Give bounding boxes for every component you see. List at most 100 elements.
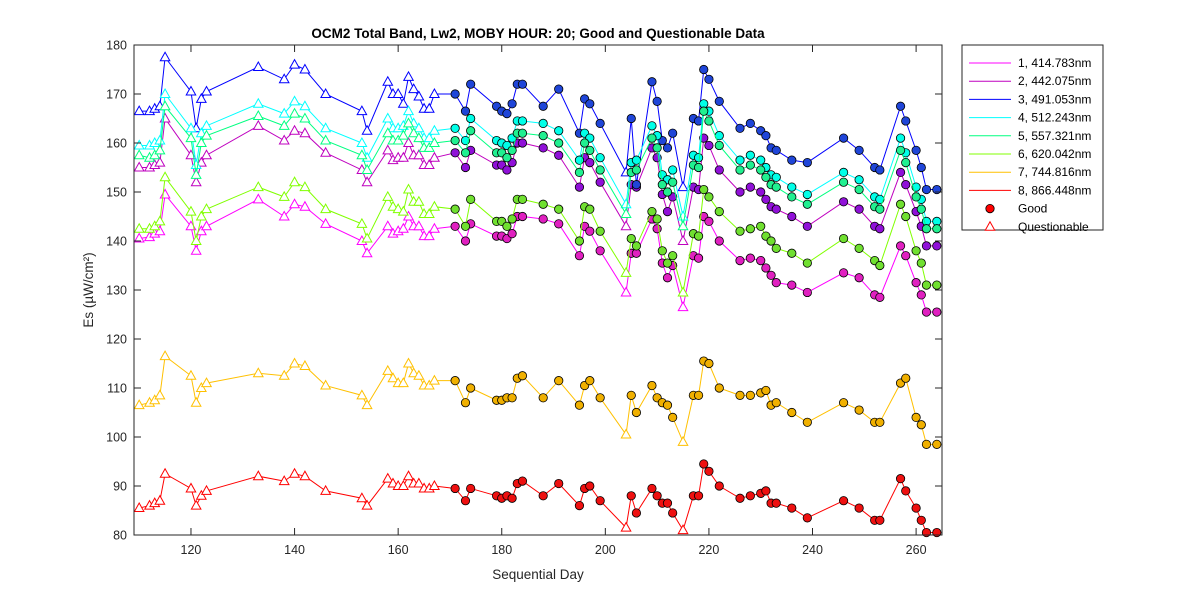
good-point bbox=[693, 231, 704, 241]
questionable-point bbox=[278, 134, 290, 145]
questionable-point bbox=[361, 399, 373, 410]
good-point bbox=[595, 226, 605, 236]
good-point bbox=[932, 224, 942, 234]
good-point bbox=[662, 187, 673, 197]
good-point bbox=[517, 194, 528, 204]
good-point bbox=[838, 398, 849, 408]
questionable-point bbox=[413, 149, 425, 160]
legend-label: Questionable bbox=[1018, 220, 1089, 234]
legend-label: 5, 557.321nm bbox=[1018, 129, 1091, 143]
y-tick-label: 160 bbox=[106, 137, 127, 151]
legend: 1, 414.783nm 2, 442.075nm 3, 491.053nm 4, 5… bbox=[961, 44, 1104, 234]
good-point bbox=[647, 133, 657, 143]
questionable-point bbox=[402, 70, 415, 81]
questionable-point bbox=[252, 367, 264, 378]
questionable-point bbox=[361, 232, 373, 243]
good-point bbox=[714, 236, 724, 246]
questionable-point bbox=[252, 97, 264, 108]
good-point bbox=[838, 167, 849, 177]
questionable-point bbox=[620, 198, 632, 209]
questionable-point bbox=[402, 183, 415, 194]
good-point bbox=[932, 280, 942, 290]
questionable-point bbox=[195, 127, 207, 138]
questionable-point bbox=[149, 149, 161, 160]
questionable-point bbox=[397, 222, 409, 233]
good-point bbox=[631, 241, 642, 251]
good-point bbox=[631, 180, 642, 190]
good-point bbox=[662, 273, 673, 283]
questionable-point bbox=[278, 73, 290, 84]
questionable-point bbox=[154, 225, 166, 236]
good-point bbox=[838, 496, 849, 506]
questionable-point bbox=[428, 87, 441, 98]
good-point bbox=[460, 162, 471, 173]
good-point bbox=[756, 187, 766, 197]
questionable-point bbox=[190, 499, 202, 510]
good-point bbox=[895, 241, 906, 251]
good-point bbox=[745, 224, 755, 234]
good-point bbox=[460, 106, 471, 116]
good-point bbox=[538, 131, 548, 141]
good-point bbox=[554, 126, 564, 136]
questionable-point bbox=[320, 217, 332, 228]
good-point bbox=[756, 165, 766, 175]
good-point bbox=[921, 280, 932, 290]
questionable-point bbox=[200, 85, 213, 96]
questionable-point bbox=[620, 208, 632, 219]
good-point bbox=[771, 498, 781, 508]
good-point bbox=[916, 162, 926, 173]
questionable-point bbox=[382, 127, 394, 138]
good-point bbox=[714, 481, 724, 491]
good-point bbox=[802, 189, 812, 200]
questionable-point bbox=[356, 389, 368, 400]
good-point bbox=[901, 251, 911, 261]
good-point bbox=[466, 79, 476, 89]
good-point bbox=[771, 278, 781, 288]
legend-good-marker bbox=[985, 204, 995, 214]
good-point bbox=[854, 405, 864, 415]
good-point bbox=[631, 508, 642, 518]
good-point bbox=[554, 138, 564, 148]
questionable-point bbox=[382, 75, 394, 86]
questionable-point bbox=[423, 159, 435, 170]
good-point bbox=[662, 498, 673, 508]
good-point bbox=[699, 106, 709, 116]
good-point bbox=[647, 483, 657, 494]
good-point bbox=[647, 207, 657, 217]
questionable-point bbox=[190, 234, 202, 245]
good-point bbox=[574, 167, 585, 177]
good-point bbox=[745, 390, 755, 400]
y-tick-label: 100 bbox=[106, 431, 127, 445]
good-point bbox=[704, 192, 714, 202]
good-point bbox=[631, 155, 642, 165]
good-point bbox=[647, 77, 657, 87]
good-point bbox=[693, 153, 704, 163]
good-point bbox=[517, 476, 528, 486]
good-point bbox=[657, 246, 667, 256]
questionable-point bbox=[159, 100, 171, 111]
good-point bbox=[595, 246, 605, 256]
questionable-point bbox=[299, 100, 311, 111]
questionable-point bbox=[195, 92, 207, 103]
questionable-point bbox=[413, 220, 425, 231]
good-point bbox=[771, 182, 781, 192]
questionable-point bbox=[133, 149, 145, 160]
good-point bbox=[502, 153, 512, 163]
questionable-point bbox=[423, 132, 435, 143]
questionable-point bbox=[299, 359, 311, 370]
good-point bbox=[450, 221, 460, 231]
good-point bbox=[668, 508, 678, 518]
questionable-point bbox=[299, 181, 311, 192]
questionable-point bbox=[392, 203, 404, 214]
good-point bbox=[875, 417, 885, 427]
good-point bbox=[761, 263, 771, 273]
good-point bbox=[714, 165, 724, 175]
questionable-point bbox=[299, 63, 311, 74]
good-point bbox=[450, 204, 460, 214]
questionable-point bbox=[397, 205, 409, 216]
questionable-point bbox=[392, 87, 404, 98]
y-tick-label: 170 bbox=[106, 88, 127, 102]
questionable-point bbox=[402, 357, 415, 368]
good-point bbox=[802, 199, 812, 209]
questionable-point bbox=[387, 200, 399, 211]
